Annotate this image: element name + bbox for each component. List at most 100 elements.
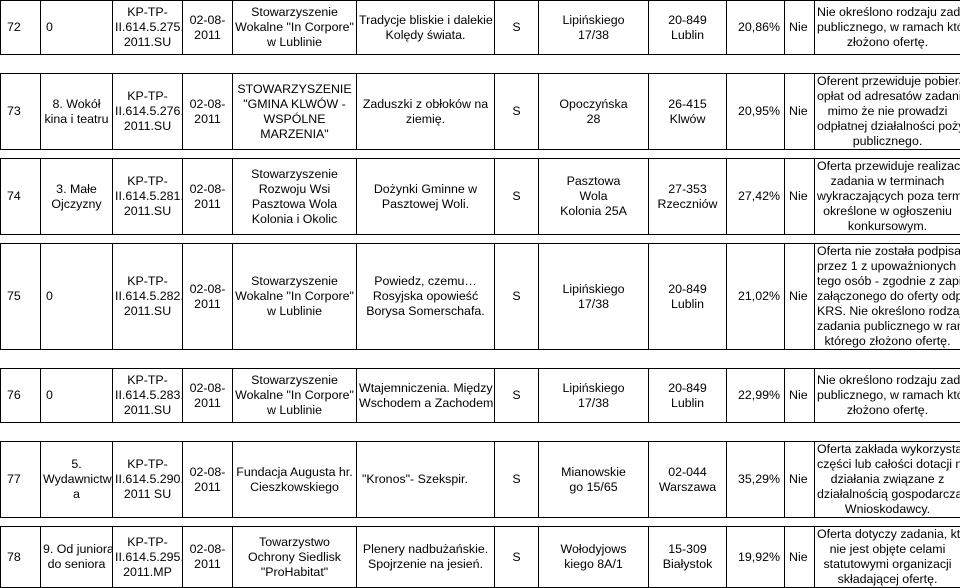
organization-line: STOWARZYSZENIE [235,82,354,97]
remarks-line: tego osób - zgodnie z zapisami [817,274,958,289]
remarks-line: działania związane z [817,472,958,487]
priority-area-line: Wydawnictw [43,472,110,487]
remarks-cell: Nie określono rodzaju zadaniapublicznego… [815,1,960,55]
date-line: 2011 [185,557,230,572]
decision-cell: Nie [785,442,815,518]
remarks-line: publicznego, w ramach którego [817,20,958,35]
remarks-line: wykraczających poza terminy [817,189,958,204]
row-separator-cell [1,423,960,442]
address-line: Mianowskie [541,465,646,480]
organization-line: Cieszkowskiego [235,480,354,495]
task-title-cell: "Kronos"- Szekspir. [357,442,495,518]
date-line: 02-08- [185,182,230,197]
remarks-line: konkursowym. [817,219,958,234]
remarks-line: Wnioskodawcy. [817,502,958,517]
case-id-line: 2011.SU [115,403,180,418]
case-id-cell: KP-TP-II.614.5.282.2011.SU [113,244,183,350]
row-number-cell: 74 [1,159,41,235]
task-title-line: Wtajemniczenia. Między [359,381,492,396]
organization-line: Wokalne "In Corpore" [235,289,354,304]
address-line: Wołodyjows [541,542,646,557]
remarks-line: nie jest objęte celami [817,542,958,557]
row-number-cell: 75 [1,244,41,350]
organization-line: Stowarzyszenie [235,5,354,20]
task-title-line: Pasztowej Woli. [359,197,492,212]
address-line: Kolonia 25A [541,204,646,219]
remarks-line: którego złożono ofertę. [817,334,958,349]
organization-line: Kolonia i Okolic [235,212,354,227]
remarks-line: Oferta przewiduje realizację [817,159,958,174]
case-id-cell: KP-TP-II.614.5.276.2011.SU [113,74,183,150]
row-number-cell: 78 [1,527,41,588]
task-title-line: ziemię. [359,112,492,127]
case-id-line: II.614.5.275. [115,20,180,35]
address-line: Lipińskiego [541,381,646,396]
organization-line: Stowarzyszenie [235,274,354,289]
task-title-line: Tradycje bliskie i dalekie. [359,13,492,28]
remarks-line: Oferent przewiduje pobieranie [817,74,958,89]
priority-area-line: kina i teatru [43,112,110,127]
decision-cell: Nie [785,369,815,423]
status-cell: S [495,442,539,518]
case-id-cell: KP-TP-II.614.5.290.2011 SU [113,442,183,518]
remarks-line: zadania publicznego w ramach [817,319,958,334]
row-number-cell: 73 [1,74,41,150]
date-cell: 02-08-2011 [183,1,233,55]
remarks-line: publicznego, w ramach którego [817,388,958,403]
remarks-line: mimo że nie prowadzi [817,104,958,119]
city-line: 27-353 [651,182,724,197]
case-id-line: KP-TP- [115,89,180,104]
status-cell: S [495,159,539,235]
row-number: 77 [7,472,21,487]
date-cell: 02-08-2011 [183,527,233,588]
organization-cell: Fundacja Augusta hr.Cieszkowskiego [233,442,357,518]
priority-area-line: 5. [43,457,110,472]
priority-area-cell: 0 [41,244,113,350]
status-cell: S [495,1,539,55]
priority-area-line: a [43,487,110,502]
case-id-line: 2011.SU [115,35,180,50]
task-title-line: Zaduszki z obłoków na [359,97,492,112]
row-separator [1,350,960,369]
status-cell: S [495,369,539,423]
organization-line: Wokalne "In Corpore" [235,388,354,403]
remarks-line: Oferta nie została podpisana [817,244,958,259]
city-line: 26-415 [651,97,724,112]
case-id-line: 2011.SU [115,304,180,319]
city-line: 20-849 [651,282,724,297]
remarks-line: odpłatnej działalności pożytku [817,119,958,134]
remarks-line: określone w ogłoszeniu [817,204,958,219]
row-number: 75 [7,289,21,304]
city-line: 20-849 [651,381,724,396]
organization-line: Ochrony Siedlisk [235,550,354,565]
address-line: Lipińskiego [541,282,646,297]
city-line: Lublin [651,28,724,43]
case-id-line: II.614.5.276. [115,104,180,119]
date-cell: 02-08-2011 [183,442,233,518]
address-line: 17/38 [541,297,646,312]
case-id-line: II.614.5.290. [115,472,180,487]
percentage-cell: 20,86% [727,1,785,55]
task-title-line: Plenery nadbużańskie. [359,542,492,557]
task-title-line: "Kronos"- Szekspir. [362,472,492,487]
organization-line: Stowarzyszenie [235,373,354,388]
date-line: 2011 [185,396,230,411]
row-number: 72 [7,20,21,35]
date-line: 02-08- [185,13,230,28]
case-id-line: KP-TP- [115,373,180,388]
task-title-line: Spojrzenie na jesień. [359,557,492,572]
priority-area-code: 0 [46,388,53,402]
organization-line: "GMINA KLWÓW - [235,97,354,112]
